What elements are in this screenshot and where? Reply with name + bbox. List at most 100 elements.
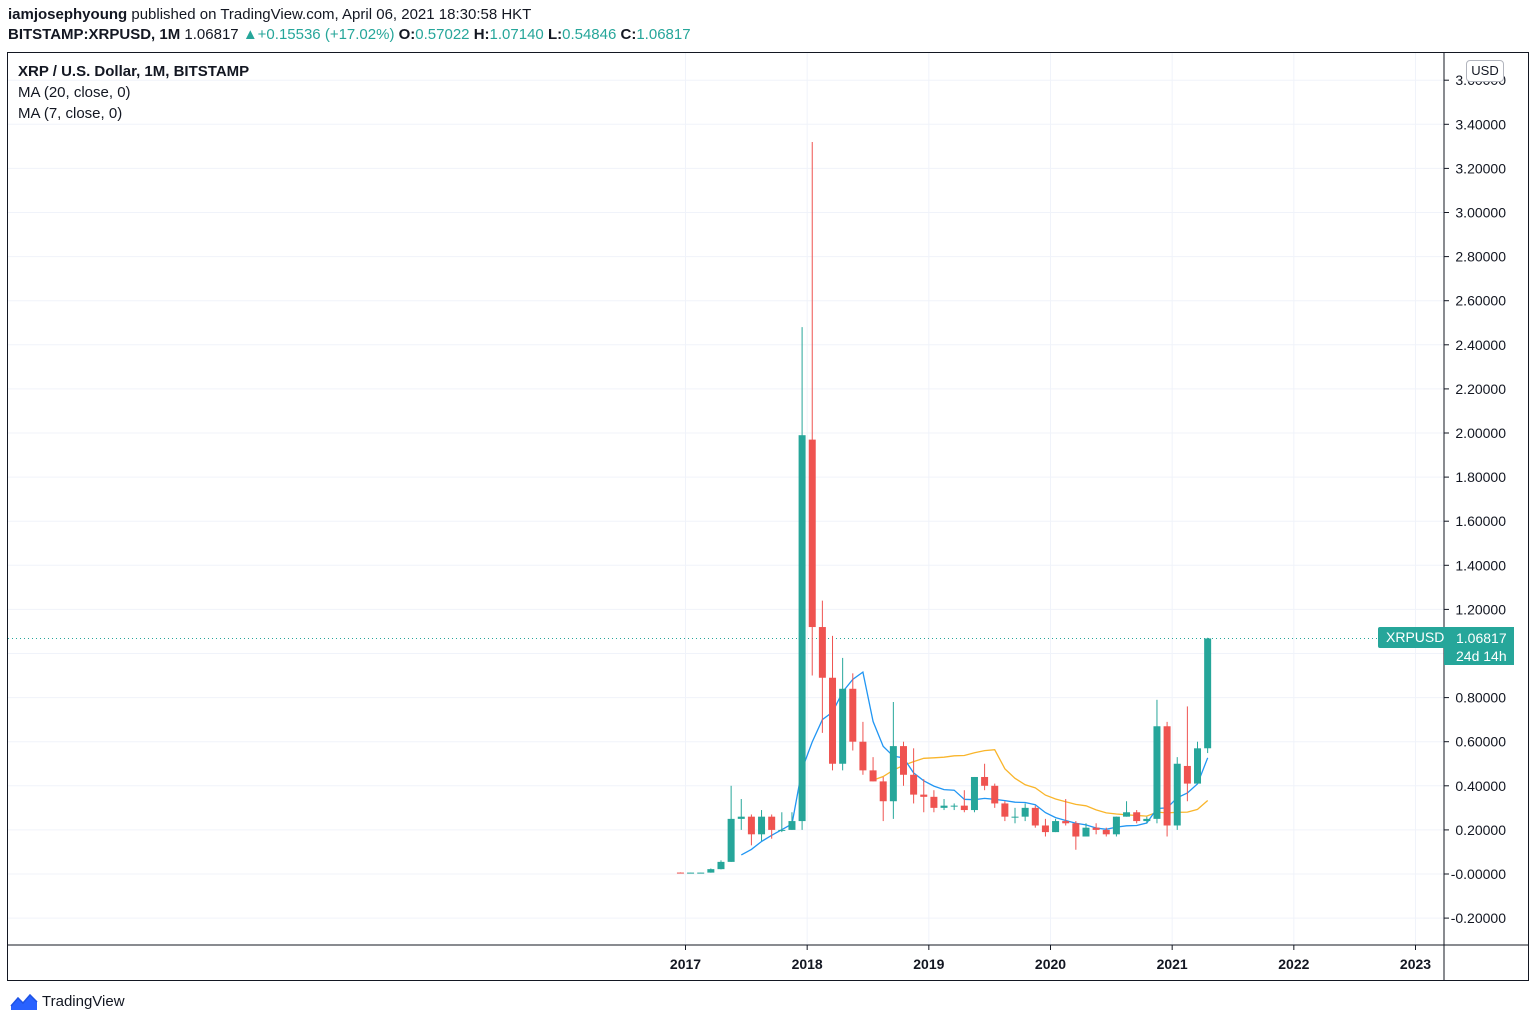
candle-body [970,776,978,811]
grid [8,53,1529,980]
symbol-label[interactable]: BITSTAMP:XRPUSD, 1M [8,26,181,43]
low-value: 0.54846 [562,26,617,43]
legend-title[interactable]: XRP / U.S. Dollar, 1M, BITSTAMP [18,63,250,80]
price-tick-label: 0.60000 [1455,734,1506,750]
published-text: published on TradingView.com, April 06, … [127,6,532,23]
time-tick-label: 2019 [913,956,944,972]
candle [1204,637,1212,754]
price-tick-label: -0.00000 [1451,866,1506,882]
candle [1173,757,1181,830]
candle-body [727,818,735,862]
price-tick-label: 2.20000 [1455,381,1506,397]
time-axis[interactable]: 2017 2018 2019 2020 2021 2022 2023 [670,945,1431,972]
price-tick-label: 2.60000 [1455,293,1506,309]
legend-ma7[interactable]: MA (7, close, 0) [18,105,123,122]
price-tick-label: 1.60000 [1455,513,1506,529]
ma20-line [872,749,1209,817]
symbol-price-tag: XRPUSD [1378,627,1453,648]
currency-button[interactable]: USD [1466,60,1504,82]
candle-body [910,774,918,795]
price-tick-label: 0.20000 [1455,822,1506,838]
time-tick-label: 2021 [1157,956,1188,972]
candle-body [1021,807,1029,817]
candle [1041,818,1049,837]
price-tick-label: 0.80000 [1455,690,1506,706]
candle-body [981,776,989,786]
candle-body [818,627,826,678]
candle [727,785,735,862]
candle [747,814,755,846]
high-label: H: [473,26,490,43]
candle [687,872,695,874]
candle-body [879,781,887,802]
candle-body [1173,763,1181,826]
last-price: 1.06817 [184,26,239,43]
high-value: 1.07140 [489,26,544,43]
candle [899,741,907,786]
candle [849,673,857,751]
candle [798,327,806,830]
candle [829,635,837,771]
candle [788,812,796,830]
open-label: O: [398,26,416,43]
price-tick-label: -0.20000 [1451,910,1506,926]
tradingview-brand: TradingView [42,993,125,1010]
close-label: C: [620,26,637,43]
time-tick-label: 2017 [670,956,701,972]
ma20-layer [872,749,1209,817]
candle [879,776,887,822]
candle-body [1153,726,1161,819]
time-tick-label: 2018 [792,956,823,972]
time-tick-label: 2023 [1400,956,1431,972]
candle-body [687,872,695,874]
candle-body [869,770,877,782]
candle-body [1163,726,1171,826]
price-axis[interactable]: 3.600003.400003.200003.000002.800002.600… [1444,72,1506,926]
candle [991,783,999,808]
candle [869,757,877,782]
candle [758,810,766,841]
author-name[interactable]: iamjosephyoung [8,6,128,23]
candle [950,803,958,811]
candle [1143,816,1151,824]
candle-body [1112,816,1120,835]
candle [1052,818,1060,833]
candle-body [778,829,786,831]
candle-body [1092,827,1100,830]
candle-body [1183,765,1191,784]
candle-body [1194,748,1202,784]
publish-info: iamjosephyoung published on TradingView.… [8,6,531,24]
candle-body [676,872,684,874]
candle-body [1143,818,1151,822]
candle-body [829,677,837,764]
candle [910,748,918,804]
candle-body [1123,812,1131,817]
candle-body [697,872,705,874]
price-tick-label: 2.40000 [1455,337,1506,353]
candle [768,814,776,839]
tradingview-logo-icon [10,993,38,1010]
candle [717,860,725,870]
candle-body [839,688,847,764]
bar-countdown: 24d 14h [1456,648,1507,664]
candle-body [1204,638,1212,749]
candle-body [889,746,897,802]
candle-body [1133,812,1141,822]
ma7-line [740,670,1209,856]
candle-body [737,816,745,819]
legend-ma20[interactable]: MA (20, close, 0) [18,84,131,101]
candle [1112,816,1120,837]
footer[interactable]: TradingView [10,992,125,1012]
candle-body [899,746,907,775]
candle [1102,827,1110,837]
candle [1001,801,1009,822]
candles [676,141,1212,874]
candle-body [859,741,867,771]
candle-body [768,816,776,830]
candle [920,779,928,813]
candle [697,872,705,874]
candle-body [960,805,968,811]
ma7-layer [740,670,1209,856]
price-tick-label: 1.40000 [1455,557,1506,573]
